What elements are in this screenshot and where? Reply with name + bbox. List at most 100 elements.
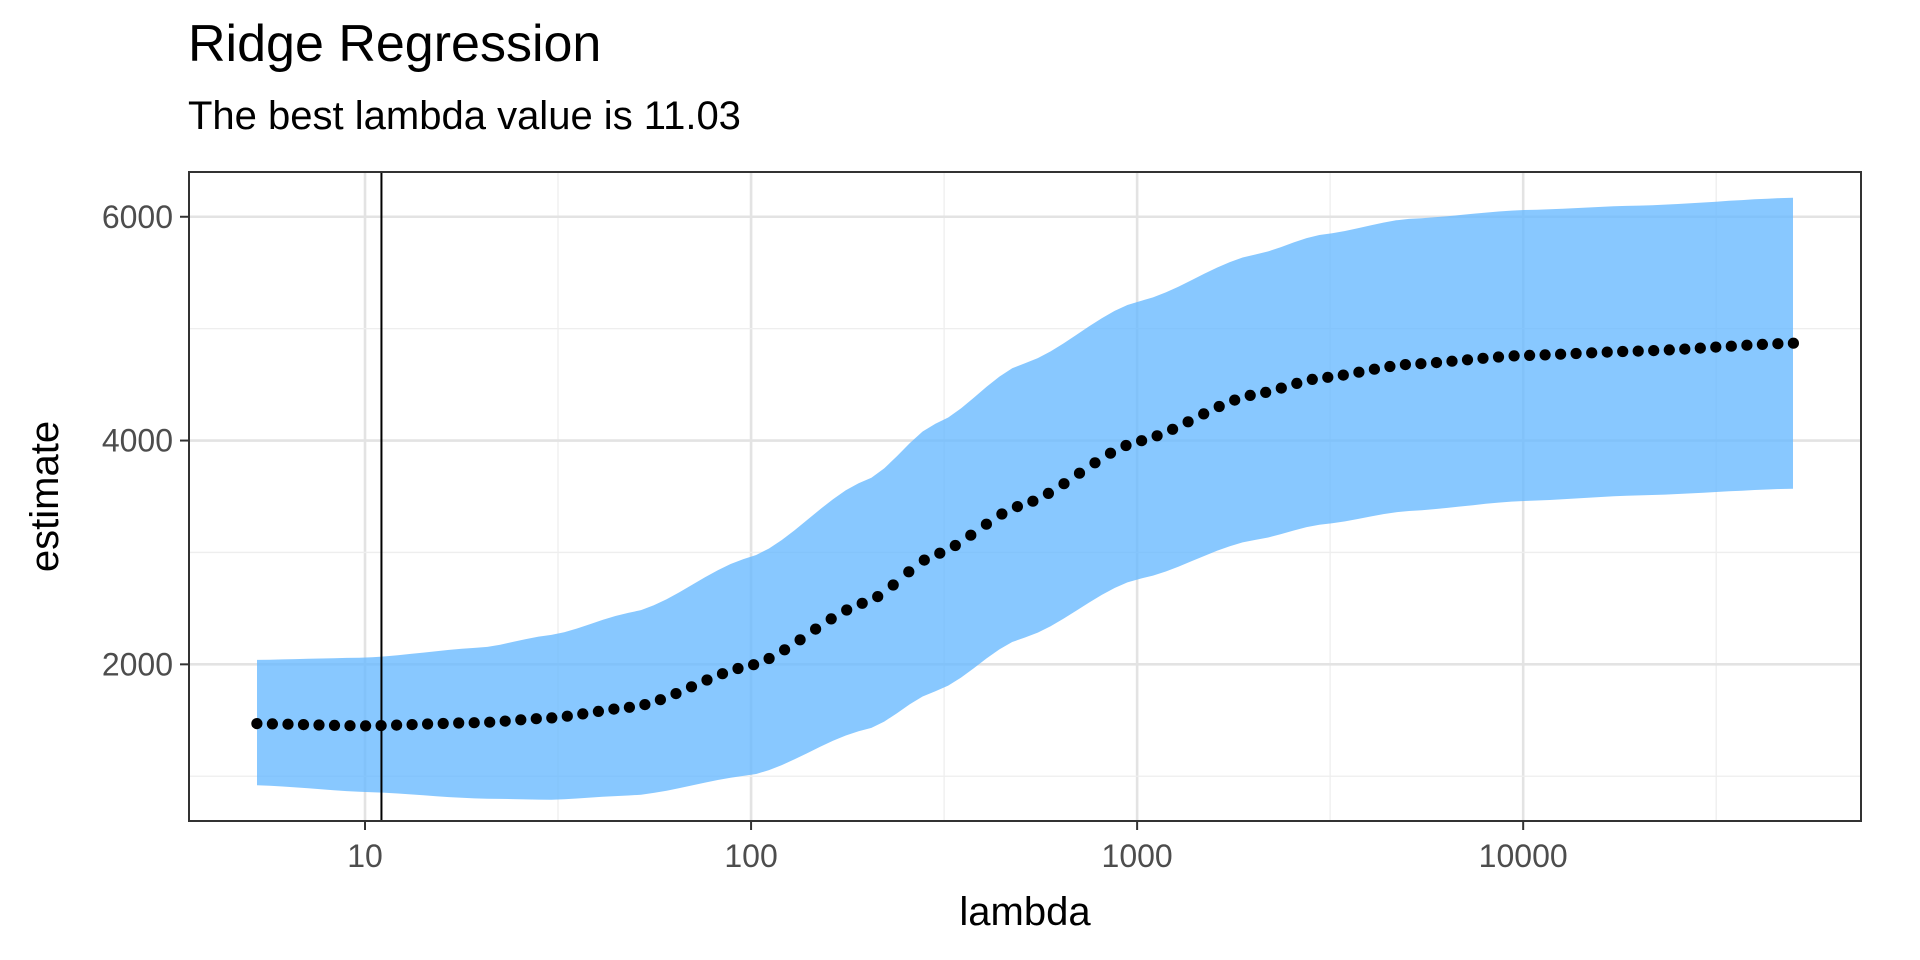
estimate-point: [1058, 478, 1070, 490]
estimate-point: [1399, 359, 1411, 371]
estimate-point: [685, 681, 698, 693]
estimate-point: [1772, 338, 1784, 350]
estimate-point: [1570, 347, 1582, 360]
estimate-point: [1182, 416, 1194, 428]
estimate-point: [251, 718, 263, 730]
estimate-point: [422, 718, 434, 730]
estimate-point: [1477, 352, 1489, 364]
estimate-point: [530, 713, 542, 725]
estimate-point: [360, 720, 372, 732]
estimate-point: [1120, 439, 1132, 452]
estimate-point: [1679, 343, 1691, 355]
estimate-point: [499, 715, 511, 727]
estimate-point: [391, 719, 403, 731]
estimate-point: [1322, 371, 1334, 383]
estimate-point: [1461, 354, 1474, 366]
estimate-point: [654, 694, 667, 706]
estimate-point: [1275, 382, 1287, 394]
estimate-point: [763, 652, 775, 665]
estimate-point: [1291, 377, 1303, 389]
estimate-point: [344, 720, 356, 732]
estimate-point: [453, 717, 465, 729]
estimate-point: [1027, 495, 1039, 507]
x-tick-label: 10: [347, 838, 383, 874]
estimate-point: [1136, 435, 1148, 447]
y-axis-title: estimate: [23, 421, 67, 572]
x-tick-label: 100: [724, 838, 777, 874]
estimate-point: [1198, 408, 1210, 420]
estimate-point: [1586, 347, 1598, 359]
estimate-point: [1632, 345, 1644, 357]
confidence-ribbon: [257, 197, 1793, 800]
estimate-point: [1306, 373, 1318, 385]
estimate-point: [732, 662, 744, 675]
estimate-point: [1663, 344, 1675, 356]
panel-border: [188, 171, 1862, 822]
estimate-point: [903, 566, 915, 578]
estimate-point: [1725, 340, 1737, 352]
y-tick-label: 2000: [102, 646, 173, 682]
estimate-point: [965, 529, 977, 541]
estimate-point: [1104, 447, 1117, 459]
estimate-point: [810, 623, 822, 635]
chart-subtitle: The best lambda value is 11.03: [188, 94, 741, 138]
estimate-point: [872, 591, 884, 603]
estimate-point: [701, 674, 713, 686]
estimate-point: [1555, 348, 1567, 360]
estimate-point: [1229, 394, 1241, 406]
estimate-point: [1167, 423, 1179, 435]
estimate-point: [1353, 366, 1365, 378]
estimate-point: [887, 579, 899, 591]
estimate-point: [592, 705, 605, 718]
estimate-point: [406, 719, 418, 731]
estimate-point: [779, 644, 791, 656]
estimate-point: [1213, 400, 1225, 413]
estimate-point: [1694, 342, 1706, 354]
estimate-point: [1368, 363, 1380, 375]
estimate-point: [918, 554, 930, 566]
estimate-point: [1508, 350, 1520, 362]
estimate-point: [1741, 339, 1753, 351]
estimate-point: [623, 701, 636, 713]
estimate-point: [1492, 351, 1505, 363]
estimate-point: [561, 710, 573, 722]
estimate-point: [266, 718, 278, 730]
estimate-point: [375, 720, 387, 732]
estimate-point: [577, 708, 589, 720]
y-tick-label: 4000: [102, 423, 173, 459]
estimate-point: [1244, 389, 1256, 401]
estimate-points: [251, 337, 1799, 732]
x-axis-title: lambda: [959, 890, 1091, 934]
estimate-point: [328, 719, 341, 732]
estimate-point: [1151, 430, 1163, 442]
estimate-point: [515, 714, 527, 726]
estimate-point: [794, 634, 806, 646]
estimate-point: [608, 703, 620, 715]
y-tick-label: 6000: [102, 199, 173, 235]
estimate-point: [1539, 349, 1551, 361]
estimate-point: [1260, 386, 1272, 398]
estimate-point: [1073, 467, 1086, 479]
estimate-point: [716, 668, 729, 680]
estimate-point: [1089, 457, 1101, 469]
estimate-point: [282, 718, 294, 730]
estimate-point: [297, 719, 310, 731]
estimate-point: [1384, 360, 1396, 373]
estimate-point: [996, 508, 1008, 520]
estimate-point: [1430, 357, 1443, 369]
estimate-point: [949, 539, 961, 552]
estimate-point: [1601, 346, 1613, 358]
estimate-point: [1756, 338, 1768, 350]
estimate-point: [1710, 341, 1722, 353]
estimate-point: [1042, 487, 1054, 499]
chart-title: Ridge Regression: [188, 15, 602, 73]
estimate-point: [1787, 337, 1799, 349]
estimate-point: [1617, 345, 1629, 358]
estimate-point: [934, 547, 946, 559]
estimate-point: [1524, 349, 1536, 361]
axis-ticks: 10 100 1000 10000 2000 4000 6000: [102, 199, 1568, 874]
estimate-point: [841, 604, 853, 616]
estimate-point: [468, 717, 480, 729]
estimate-point: [1648, 345, 1660, 357]
estimate-point: [484, 716, 496, 728]
